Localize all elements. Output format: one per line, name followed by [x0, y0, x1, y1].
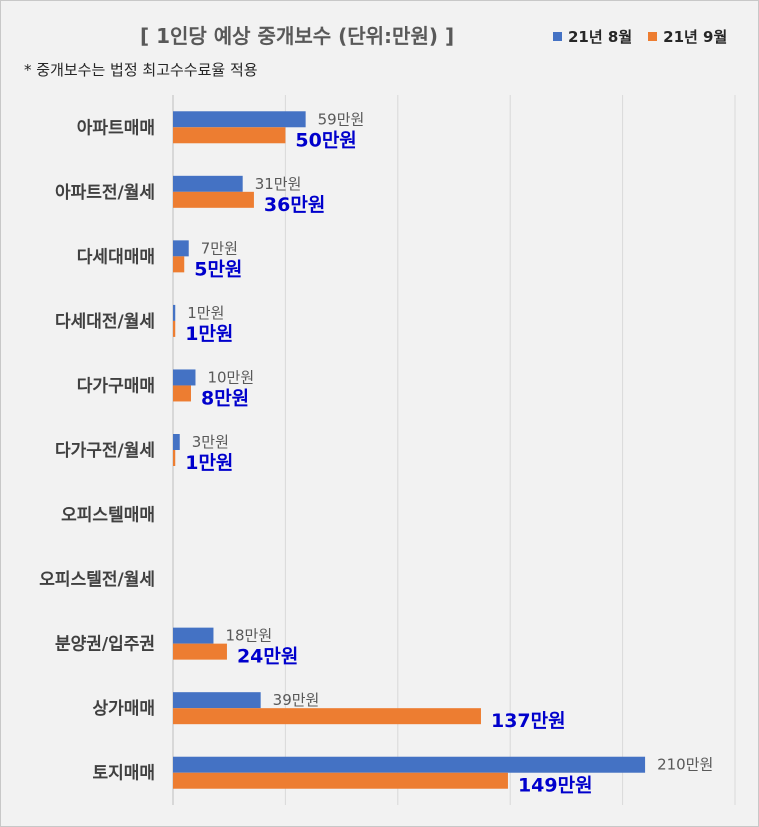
data-label-aug: 1만원: [187, 304, 224, 322]
bar-aug: [173, 756, 646, 773]
legend-item-sep: 21년 9월: [648, 26, 727, 47]
bar-aug: [173, 692, 261, 709]
legend-label-sep: 21년 9월: [663, 28, 728, 46]
data-label-aug: 3만원: [192, 433, 229, 451]
legend-swatch-aug: [553, 32, 562, 41]
bar-aug: [173, 434, 180, 450]
data-label-aug: 59만원: [318, 110, 365, 128]
bar-aug: [173, 111, 306, 128]
data-label-sep: 8만원: [201, 387, 249, 409]
data-label-sep: 149만원: [518, 775, 593, 797]
data-label-sep: 5만원: [194, 258, 242, 280]
bar-aug: [173, 627, 214, 644]
bar-sep: [173, 320, 176, 337]
data-label-sep: 137만원: [491, 710, 566, 732]
category-label: 다세대전/월세: [55, 312, 155, 332]
chart-note: * 중개보수는 법정 최고수수료율 적용: [24, 61, 258, 79]
data-label-aug: 18만원: [225, 627, 272, 645]
category-label: 다가구전/월세: [55, 441, 155, 461]
data-label-sep: 24만원: [237, 646, 298, 668]
bar-sep: [173, 191, 254, 208]
bar-aug: [173, 175, 243, 192]
category-label: 아파트전/월세: [55, 183, 155, 203]
data-label-aug: 7만원: [201, 239, 238, 257]
bar-sep: [173, 772, 508, 789]
bar-sep: [173, 450, 176, 466]
bar-sep: [173, 127, 286, 144]
chart-title: [ 1인당 예상 중개보수 (단위:만원) ]: [140, 24, 455, 48]
data-label-aug: 210만원: [657, 756, 713, 774]
bar-sep: [173, 385, 191, 402]
category-label: 다세대매매: [77, 247, 155, 267]
data-label-aug: 31만원: [255, 175, 302, 193]
data-label-sep: 50만원: [295, 129, 356, 151]
legend-item-aug: 21년 8월: [553, 26, 632, 47]
legend-label-aug: 21년 8월: [568, 28, 633, 46]
bar-aug: [173, 369, 196, 386]
legend-swatch-sep: [648, 32, 658, 41]
category-label: 아파트매매: [77, 118, 155, 138]
category-label: 오피스텔전/월세: [39, 570, 155, 590]
data-label-aug: 10만원: [207, 368, 254, 386]
data-label-sep: 1만원: [185, 452, 233, 474]
data-label-sep: 36만원: [264, 194, 325, 216]
data-label-sep: 1만원: [185, 323, 233, 345]
category-label: 다가구매매: [77, 376, 155, 396]
bar-aug: [173, 240, 189, 257]
bar-sep: [173, 708, 481, 725]
bar-sep: [173, 256, 185, 273]
category-label: 상가매매: [92, 699, 155, 719]
legend: 21년 8월 21년 9월: [553, 26, 743, 47]
category-label: 오피스텔매매: [61, 506, 155, 526]
category-label: 토지매매: [92, 764, 155, 784]
bar-sep: [173, 643, 227, 660]
bar-aug: [173, 304, 176, 321]
category-label: 분양권/입주권: [55, 635, 155, 655]
data-label-aug: 39만원: [273, 691, 320, 709]
